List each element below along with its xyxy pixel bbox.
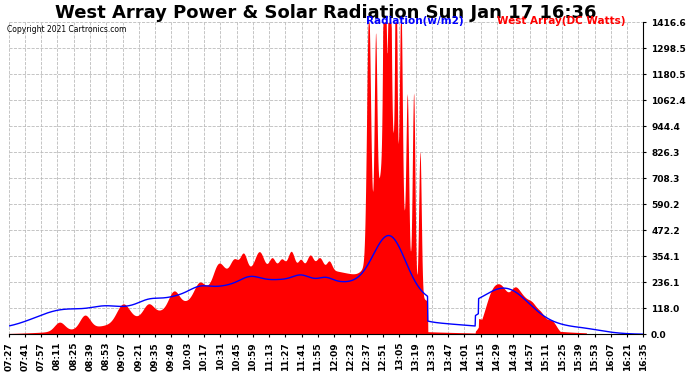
Text: West Array(DC Watts): West Array(DC Watts) (497, 16, 625, 26)
Text: Copyright 2021 Cartronics.com: Copyright 2021 Cartronics.com (7, 25, 126, 34)
Title: West Array Power & Solar Radiation Sun Jan 17 16:36: West Array Power & Solar Radiation Sun J… (55, 4, 597, 22)
Text: Radiation(w/m2): Radiation(w/m2) (366, 16, 463, 26)
